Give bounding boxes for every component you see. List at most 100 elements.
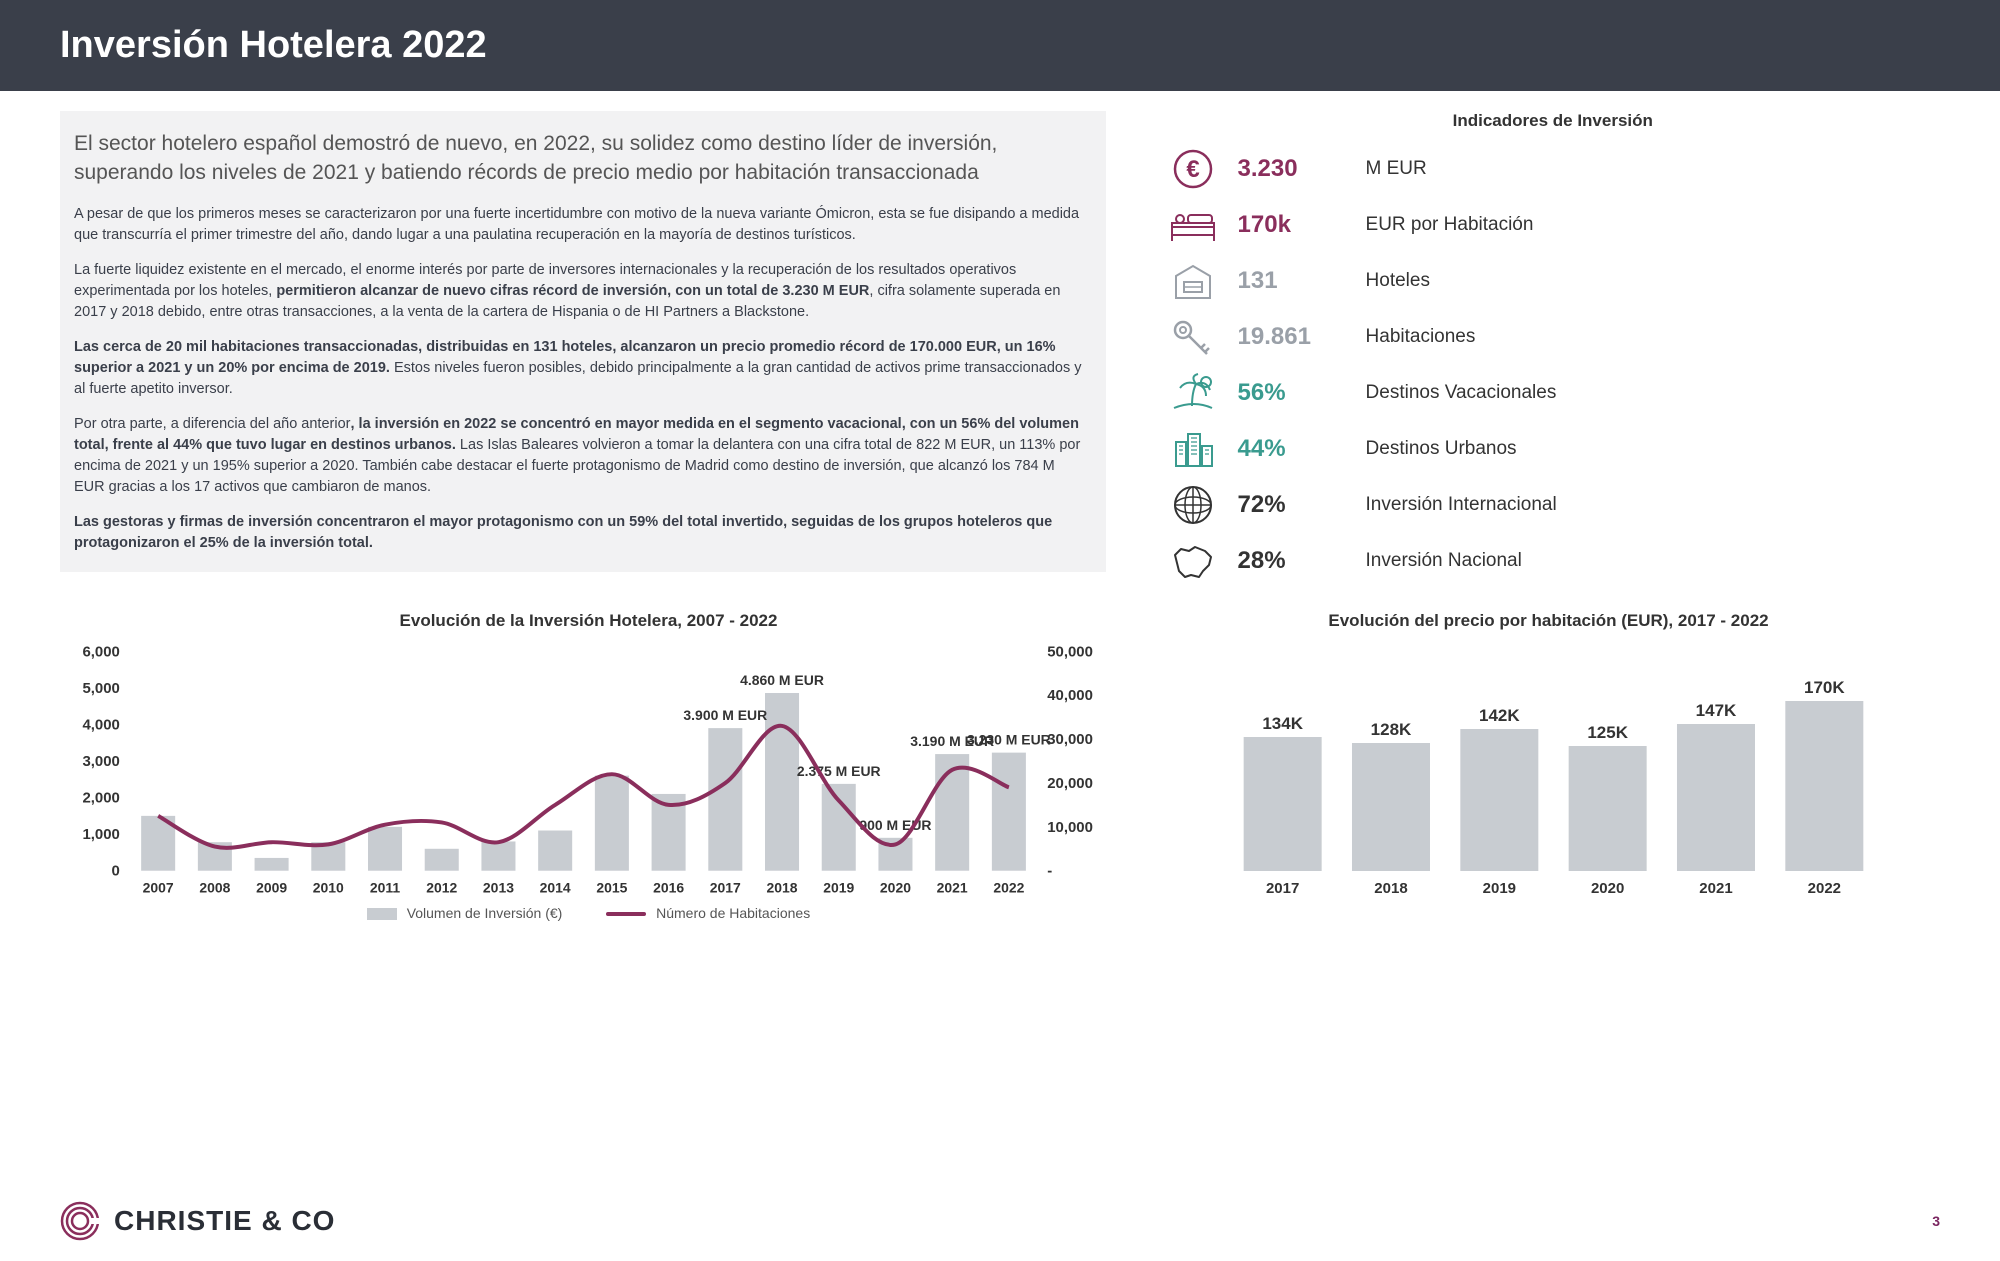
svg-text:1,000: 1,000 [82,826,119,843]
svg-text:2007: 2007 [143,880,174,896]
indicator-row: € 3.230 M EUR [1166,147,1940,191]
indicator-value: 72% [1238,491,1348,519]
city-icon [1166,427,1220,471]
svg-text:125K: 125K [1587,723,1628,742]
brand-text: CHRISTIE & CO [114,1205,335,1237]
svg-text:2021: 2021 [937,880,968,896]
indicator-value: 131 [1238,267,1348,295]
svg-text:3,000: 3,000 [82,753,119,770]
indicator-row: 131 Hoteles [1166,259,1940,303]
chart1-legend: Volumen de Inversión (€) Número de Habit… [60,905,1117,921]
svg-text:4,000: 4,000 [82,716,119,733]
chart2-title: Evolución del precio por habitación (EUR… [1157,611,1940,631]
indicator-value: 3.230 [1238,155,1348,183]
indicator-label: Hoteles [1366,270,1430,292]
paragraph-1: A pesar de que los primeros meses se car… [74,204,1082,246]
key-icon [1166,315,1220,359]
right-column: Indicadores de Inversión € 3.230 M EUR 1… [1146,111,1940,595]
page-number: 3 [1932,1213,1940,1229]
indicator-row: 72% Inversión Internacional [1166,483,1940,527]
svg-text:4.860 M EUR: 4.860 M EUR [740,672,824,688]
brand-logo: CHRISTIE & CO [60,1201,335,1241]
indicator-value: 56% [1238,379,1348,407]
page-title: Inversión Hotelera 2022 [60,24,1940,67]
intro-text-box: El sector hotelero español demostró de n… [60,111,1106,572]
svg-text:900 M EUR: 900 M EUR [859,817,931,833]
indicator-value: 44% [1238,435,1348,463]
svg-text:2017: 2017 [710,880,741,896]
indicator-label: M EUR [1366,158,1427,180]
palm-icon [1166,371,1220,415]
paragraph-4: Por otra parte, a diferencia del año ant… [74,414,1082,498]
svg-text:170K: 170K [1804,678,1845,697]
svg-text:50,000: 50,000 [1047,643,1093,660]
chart-price-per-room: Evolución del precio por habitación (EUR… [1157,611,1940,921]
spain-icon [1166,539,1220,583]
content-row: El sector hotelero español demostró de n… [0,91,2000,595]
svg-text:2018: 2018 [1374,880,1407,897]
svg-text:2020: 2020 [880,880,911,896]
svg-text:2016: 2016 [653,880,684,896]
indicator-label: Destinos Urbanos [1366,438,1517,460]
svg-text:30,000: 30,000 [1047,731,1093,748]
globe-icon [1166,483,1220,527]
indicator-label: Destinos Vacacionales [1366,382,1557,404]
logo-icon [60,1201,100,1241]
chart1-title: Evolución de la Inversión Hotelera, 2007… [60,611,1117,631]
paragraph-2: La fuerte liquidez existente en el merca… [74,260,1082,323]
paragraph-5: Las gestoras y firmas de inversión conce… [74,512,1082,554]
svg-text:5,000: 5,000 [82,680,119,697]
indicator-row: 56% Destinos Vacacionales [1166,371,1940,415]
indicator-row: 19.861 Habitaciones [1166,315,1940,359]
bed-icon [1166,203,1220,247]
svg-text:2018: 2018 [767,880,798,896]
paragraph-3: Las cerca de 20 mil habitaciones transac… [74,337,1082,400]
page-header: Inversión Hotelera 2022 [0,0,2000,91]
chart1-svg: 01,0002,0003,0004,0005,0006,000-10,00020… [60,641,1117,901]
svg-text:2019: 2019 [823,880,854,896]
svg-text:134K: 134K [1262,714,1303,733]
euro-icon: € [1166,147,1220,191]
svg-text:2012: 2012 [426,880,457,896]
svg-text:6,000: 6,000 [82,643,119,660]
svg-text:10,000: 10,000 [1047,819,1093,836]
svg-text:2013: 2013 [483,880,514,896]
svg-text:3.900 M EUR: 3.900 M EUR [683,707,767,723]
svg-text:2019: 2019 [1483,880,1516,897]
svg-text:2.375 M EUR: 2.375 M EUR [797,763,881,779]
svg-text:20,000: 20,000 [1047,775,1093,792]
hotel-icon [1166,259,1220,303]
chart2-body: 134K 128K 142K 125K 147K 170K 2017 2018 2019 2020… [1157,641,1940,901]
svg-text:2009: 2009 [256,880,287,896]
indicator-value: 28% [1238,547,1348,575]
svg-text:128K: 128K [1371,720,1412,739]
svg-text:3.230 M EUR: 3.230 M EUR [967,732,1051,748]
chart-evolution-investment: Evolución de la Inversión Hotelera, 2007… [60,611,1117,921]
indicator-row: 44% Destinos Urbanos [1166,427,1940,471]
indicators-title: Indicadores de Inversión [1166,111,1940,131]
svg-text:2010: 2010 [313,880,344,896]
lead-paragraph: El sector hotelero español demostró de n… [74,129,1082,188]
svg-text:2022: 2022 [1808,880,1841,897]
svg-text:2,000: 2,000 [82,790,119,807]
svg-text:2017: 2017 [1266,880,1299,897]
indicator-value: 170k [1238,211,1348,239]
svg-text:€: € [1186,156,1199,183]
legend-box-icon [367,908,397,920]
svg-text:2015: 2015 [596,880,627,896]
indicator-label: Habitaciones [1366,326,1476,348]
svg-text:40,000: 40,000 [1047,687,1093,704]
indicator-row: 28% Inversión Nacional [1166,539,1940,583]
svg-text:2021: 2021 [1699,880,1732,897]
indicator-value: 19.861 [1238,323,1348,351]
charts-row: Evolución de la Inversión Hotelera, 2007… [0,595,2000,921]
svg-text:0: 0 [112,863,120,880]
page-footer: CHRISTIE & CO 3 [60,1201,1940,1241]
svg-text:2008: 2008 [199,880,230,896]
svg-text:2011: 2011 [370,880,401,896]
legend-line-icon [606,912,646,916]
svg-text:147K: 147K [1696,701,1737,720]
svg-text:2020: 2020 [1591,880,1624,897]
svg-text:142K: 142K [1479,706,1520,725]
svg-text:2022: 2022 [993,880,1024,896]
